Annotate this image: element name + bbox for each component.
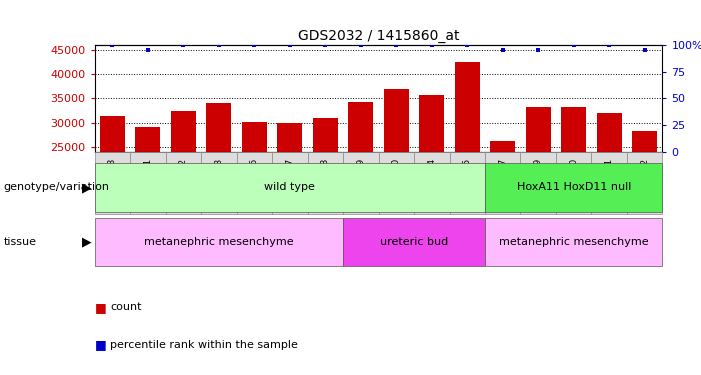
Text: GSM87685: GSM87685 — [463, 158, 472, 207]
Text: GSM87692: GSM87692 — [640, 158, 649, 207]
Point — [462, 42, 473, 48]
Text: GSM87681: GSM87681 — [144, 158, 152, 207]
Bar — [272, 152, 308, 214]
Bar — [449, 152, 485, 214]
Point — [426, 42, 437, 48]
Point — [284, 42, 295, 48]
Bar — [384, 89, 409, 152]
Bar — [343, 152, 379, 214]
Point — [142, 47, 154, 53]
Point — [533, 47, 544, 53]
Text: ■: ■ — [95, 339, 107, 351]
Point — [355, 42, 367, 48]
Bar — [278, 123, 302, 152]
Point — [320, 42, 331, 48]
Bar — [348, 102, 373, 152]
Text: GSM87691: GSM87691 — [605, 158, 613, 207]
Bar — [526, 107, 551, 152]
Text: GSM87689: GSM87689 — [533, 158, 543, 207]
Point — [213, 42, 224, 48]
Text: GSM87680: GSM87680 — [392, 158, 401, 207]
Text: GSM87683: GSM87683 — [215, 158, 224, 207]
Bar — [627, 152, 662, 214]
Point — [390, 42, 402, 48]
Text: tissue: tissue — [4, 237, 36, 247]
Point — [107, 42, 118, 48]
Bar — [556, 152, 592, 214]
Bar — [632, 131, 657, 152]
Bar — [201, 152, 237, 214]
Bar — [419, 94, 444, 152]
Text: GSM87682: GSM87682 — [179, 158, 188, 207]
Text: metanephric mesenchyme: metanephric mesenchyme — [499, 237, 648, 247]
Bar — [490, 141, 515, 152]
Point — [249, 42, 260, 48]
Text: GSM87678: GSM87678 — [108, 158, 117, 207]
Bar — [95, 152, 130, 214]
Bar — [206, 103, 231, 152]
Text: GSM87687: GSM87687 — [285, 158, 294, 207]
Bar — [130, 152, 165, 214]
Bar — [597, 113, 622, 152]
Bar — [313, 118, 338, 152]
Text: ■: ■ — [95, 301, 107, 314]
Bar — [520, 152, 556, 214]
Bar — [236, 152, 272, 214]
Text: GSM87686: GSM87686 — [250, 158, 259, 207]
Point — [568, 42, 579, 48]
Text: GSM87679: GSM87679 — [356, 158, 365, 207]
Text: wild type: wild type — [264, 183, 315, 192]
Text: metanephric mesenchyme: metanephric mesenchyme — [144, 237, 294, 247]
Bar — [308, 152, 343, 214]
Text: GSM87677: GSM87677 — [498, 158, 508, 207]
Text: GSM87684: GSM87684 — [428, 158, 436, 207]
Text: percentile rank within the sample: percentile rank within the sample — [110, 340, 298, 350]
Point — [604, 42, 615, 48]
Text: ▶: ▶ — [81, 236, 91, 248]
Text: ureteric bud: ureteric bud — [380, 237, 448, 247]
Point — [178, 42, 189, 48]
Bar — [414, 152, 449, 214]
Text: GSM87688: GSM87688 — [321, 158, 329, 207]
Text: GSM87690: GSM87690 — [569, 158, 578, 207]
Bar — [562, 107, 586, 152]
Bar — [100, 116, 125, 152]
Text: HoxA11 HoxD11 null: HoxA11 HoxD11 null — [517, 183, 631, 192]
Bar — [242, 122, 267, 152]
Bar — [171, 111, 196, 152]
Title: GDS2032 / 1415860_at: GDS2032 / 1415860_at — [298, 28, 459, 43]
Text: count: count — [110, 303, 142, 312]
Bar — [379, 152, 414, 214]
Bar — [165, 152, 201, 214]
Point — [639, 47, 651, 53]
Text: genotype/variation: genotype/variation — [4, 183, 109, 192]
Bar — [455, 62, 479, 152]
Bar — [592, 152, 627, 214]
Bar — [485, 152, 520, 214]
Text: ▶: ▶ — [81, 181, 91, 194]
Point — [497, 47, 508, 53]
Bar — [135, 127, 161, 152]
